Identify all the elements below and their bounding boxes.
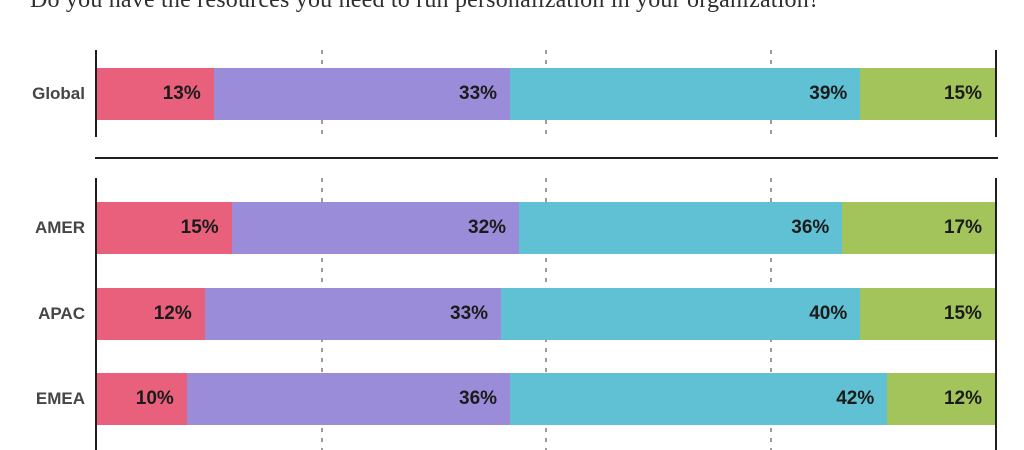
regional-left-axis-line [95,178,97,450]
global-right-axis-line [995,50,997,137]
segment-apac-green: 15% [860,288,995,340]
segment-emea-purple: 36% [186,373,511,425]
bar-amer: 15% 32% 36% 17% [97,202,995,254]
segment-amer-green: 17% [842,202,995,254]
bar-emea: 10% 36% 42% 12% [97,373,995,425]
bar-apac: 12% 33% 40% 15% [97,288,995,340]
segment-emea-teal: 42% [510,373,888,425]
segment-amer-teal: 36% [519,202,843,254]
segment-global-teal: 39% [510,68,861,120]
regional-right-axis-line [995,178,997,450]
row-label-global: Global [32,84,85,103]
chart-title: Do you have the resources you need to ru… [30,0,820,13]
segment-global-purple: 33% [213,68,511,120]
segment-apac-teal: 40% [501,288,861,340]
segment-emea-green: 12% [887,373,995,425]
global-left-axis-line [95,50,97,137]
row-label-emea: EMEA [35,389,85,408]
bar-global: 13% 33% 39% 15% [97,68,995,120]
section-divider [95,157,998,159]
row-label-apac: APAC [38,304,85,323]
segment-apac-pink: 12% [97,288,205,340]
segment-amer-purple: 32% [231,202,520,254]
row-label-amer: AMER [34,218,85,237]
segment-global-green: 15% [860,68,995,120]
segment-emea-pink: 10% [97,373,187,425]
segment-apac-purple: 33% [204,288,502,340]
segment-amer-pink: 15% [97,202,232,254]
segment-global-pink: 13% [97,68,214,120]
